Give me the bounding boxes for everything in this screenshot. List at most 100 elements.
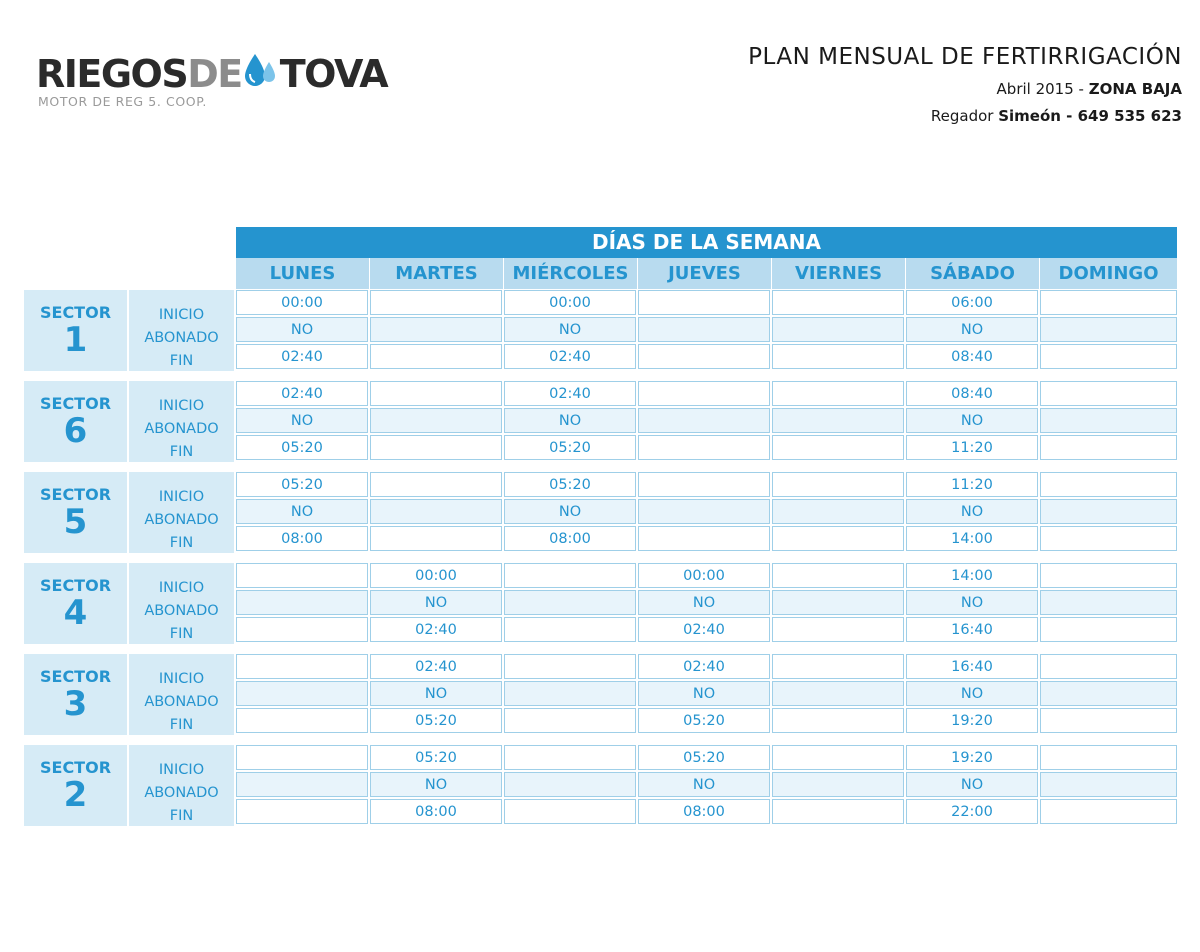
schedule-cell-abonado: NO [906,499,1038,524]
day-header-sabado: SÁBADO [906,258,1040,289]
sector-label: SECTOR [39,576,112,595]
sector-block-4: SECTOR 4 INICIO ABONADO FIN 00:00 00:00 14:00 NO… [24,563,1177,644]
schedule-cell-abonado: NO [638,681,770,706]
schedule-cell-inicio: 02:40 [638,654,770,679]
schedule-cell-abonado [1040,681,1177,706]
sector-row-labels: INICIO ABONADO FIN [129,472,234,553]
sector-id: SECTOR 1 [24,290,127,371]
row-label-inicio: INICIO [158,671,205,687]
schedule-cell-abonado: NO [906,408,1038,433]
schedule-cell-inicio: 00:00 [638,563,770,588]
row-label-fin: FIN [169,535,194,551]
sector-row-labels: INICIO ABONADO FIN [129,563,234,644]
schedule-cell-inicio [772,745,904,770]
schedule-cell-abonado [1040,772,1177,797]
sector-row-labels: INICIO ABONADO FIN [129,290,234,371]
schedule-cell-abonado [1040,590,1177,615]
sector-label: SECTOR [39,485,112,504]
schedule-cell-fin: 08:00 [638,799,770,824]
schedule-cell-fin [236,708,368,733]
schedule-cell-inicio [370,472,502,497]
sector-row-labels: INICIO ABONADO FIN [129,745,234,826]
sector-block-5: SECTOR 5 INICIO ABONADO FIN 05:20 05:20 11:20 NO… [24,472,1177,553]
sector-number: 5 [63,502,88,542]
row-label-fin: FIN [169,626,194,642]
row-label-fin: FIN [169,353,194,369]
schedule-cell-abonado [370,317,502,342]
schedule-cell-abonado [1040,408,1177,433]
sector-number: 1 [63,320,88,360]
schedule-cell-inicio [504,745,636,770]
row-label-abonado: ABONADO [144,421,219,437]
schedule-cell-abonado [370,499,502,524]
schedule-cell-fin: 05:20 [236,435,368,460]
schedule-cell-fin: 08:40 [906,344,1038,369]
schedule-cell-abonado [504,681,636,706]
schedule-cell-inicio [638,381,770,406]
schedule-cell-fin: 08:00 [236,526,368,551]
schedule-grid: 00:00 00:00 06:00 NO NO NO 02:40 02:40 08:40 [236,290,1177,371]
schedule-cell-fin [236,799,368,824]
row-label-abonado: ABONADO [144,603,219,619]
schedule-cell-inicio [1040,563,1177,588]
schedule-cell-inicio: 19:20 [906,745,1038,770]
schedule-cell-abonado [236,681,368,706]
row-label-abonado: ABONADO [144,785,219,801]
schedule-cell-abonado [1040,499,1177,524]
schedule-cell-inicio: 11:20 [906,472,1038,497]
schedule-cell-inicio: 05:20 [638,745,770,770]
schedule-cell-inicio [772,472,904,497]
schedule-cell-fin [1040,344,1177,369]
schedule-cell-inicio: 05:20 [504,472,636,497]
logo-word-de: DE [187,52,243,96]
schedule-cell-fin [638,435,770,460]
row-label-inicio: INICIO [158,489,205,505]
schedule-cell-fin [638,344,770,369]
sector-id: SECTOR 6 [24,381,127,462]
row-label-inicio: INICIO [158,307,205,323]
schedule-cell-abonado [638,317,770,342]
schedule-cell-fin [772,708,904,733]
schedule-cell-inicio [638,472,770,497]
schedule-cell-abonado [236,772,368,797]
schedule-cell-fin [772,617,904,642]
schedule-cell-abonado [504,772,636,797]
schedule-cell-inicio [370,381,502,406]
schedule-cell-abonado: NO [906,681,1038,706]
schedule-cell-abonado: NO [236,317,368,342]
day-header-jueves: JUEVES [638,258,772,289]
logo-word-riegos: RIEGOS [36,52,189,96]
schedule-cell-inicio: 05:20 [236,472,368,497]
schedule-cell-abonado: NO [638,772,770,797]
schedule-cell-inicio: 02:40 [236,381,368,406]
schedule-cell-fin: 05:20 [638,708,770,733]
row-label-inicio: INICIO [158,762,205,778]
schedule-cell-fin: 05:20 [370,708,502,733]
row-label-inicio: INICIO [158,398,205,414]
schedule-cell-abonado [236,590,368,615]
schedule-cell-fin: 02:40 [370,617,502,642]
schedule-cell-fin: 02:40 [236,344,368,369]
schedule-cell-fin: 16:40 [906,617,1038,642]
schedule-cell-fin [504,617,636,642]
schedule-cell-fin: 08:00 [370,799,502,824]
regador-line: Regador Simeón - 649 535 623 [931,107,1182,125]
schedule-cell-inicio: 00:00 [236,290,368,315]
row-label-abonado: ABONADO [144,512,219,528]
schedule-cell-fin [504,799,636,824]
schedule-cell-inicio [504,563,636,588]
document-title: PLAN MENSUAL DE FERTIRRIGACIÓN [748,44,1182,70]
schedule-cell-abonado [638,499,770,524]
schedule-cell-inicio [772,654,904,679]
sector-block-1: SECTOR 1 INICIO ABONADO FIN 00:00 00:00 06:00 NO… [24,290,1177,371]
schedule-cell-fin: 14:00 [906,526,1038,551]
row-label-fin: FIN [169,808,194,824]
schedule-cell-abonado: NO [906,317,1038,342]
schedule-cell-abonado: NO [504,408,636,433]
schedule-cell-inicio [236,563,368,588]
schedule-cell-inicio: 08:40 [906,381,1038,406]
schedule-cell-inicio: 06:00 [906,290,1038,315]
row-label-abonado: ABONADO [144,330,219,346]
schedule-cell-inicio: 00:00 [370,563,502,588]
row-label-fin: FIN [169,717,194,733]
